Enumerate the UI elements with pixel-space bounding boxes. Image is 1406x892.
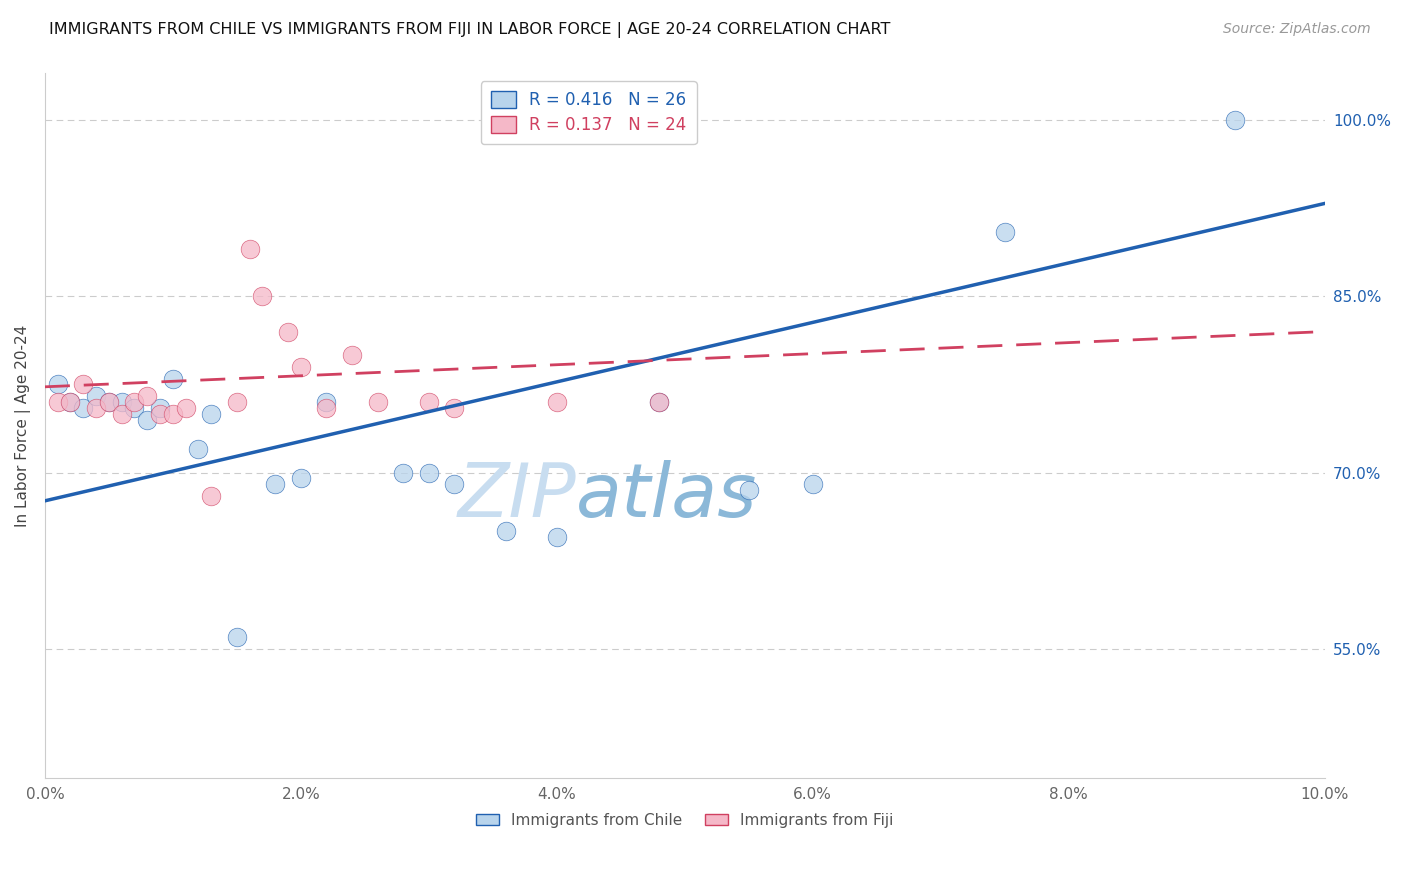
Point xyxy=(648,395,671,409)
Point xyxy=(264,477,287,491)
Point xyxy=(546,530,568,544)
Point xyxy=(149,401,172,415)
Point xyxy=(111,407,134,421)
Point xyxy=(124,395,146,409)
Point xyxy=(495,524,517,539)
Point xyxy=(239,242,262,256)
Point xyxy=(97,395,120,409)
Point xyxy=(225,630,247,644)
Point xyxy=(315,401,337,415)
Point xyxy=(97,395,120,409)
Point xyxy=(290,471,312,485)
Point xyxy=(84,389,107,403)
Point xyxy=(149,407,172,421)
Point xyxy=(111,395,134,409)
Point xyxy=(738,483,761,498)
Legend: Immigrants from Chile, Immigrants from Fiji: Immigrants from Chile, Immigrants from F… xyxy=(470,807,900,834)
Point xyxy=(648,395,671,409)
Point xyxy=(315,395,337,409)
Point xyxy=(124,401,146,415)
Point xyxy=(443,477,465,491)
Text: ZIP: ZIP xyxy=(457,460,576,533)
Point xyxy=(443,401,465,415)
Point xyxy=(801,477,824,491)
Point xyxy=(546,395,568,409)
Point xyxy=(418,395,440,409)
Point xyxy=(162,407,184,421)
Point xyxy=(277,325,299,339)
Text: Source: ZipAtlas.com: Source: ZipAtlas.com xyxy=(1223,22,1371,37)
Point xyxy=(59,395,82,409)
Point xyxy=(225,395,247,409)
Point xyxy=(418,466,440,480)
Point xyxy=(994,225,1017,239)
Point xyxy=(200,407,222,421)
Point xyxy=(136,413,159,427)
Point xyxy=(290,359,312,374)
Point xyxy=(84,401,107,415)
Point xyxy=(136,389,159,403)
Point xyxy=(200,489,222,503)
Point xyxy=(252,289,274,303)
Point xyxy=(59,395,82,409)
Point xyxy=(367,395,389,409)
Point xyxy=(340,348,363,362)
Point xyxy=(46,395,69,409)
Point xyxy=(187,442,209,456)
Point xyxy=(1223,113,1246,128)
Point xyxy=(392,466,415,480)
Point xyxy=(72,401,94,415)
Point xyxy=(72,377,94,392)
Point xyxy=(46,377,69,392)
Text: atlas: atlas xyxy=(576,460,758,533)
Y-axis label: In Labor Force | Age 20-24: In Labor Force | Age 20-24 xyxy=(15,325,31,527)
Text: IMMIGRANTS FROM CHILE VS IMMIGRANTS FROM FIJI IN LABOR FORCE | AGE 20-24 CORRELA: IMMIGRANTS FROM CHILE VS IMMIGRANTS FROM… xyxy=(49,22,890,38)
Point xyxy=(174,401,197,415)
Point xyxy=(162,371,184,385)
